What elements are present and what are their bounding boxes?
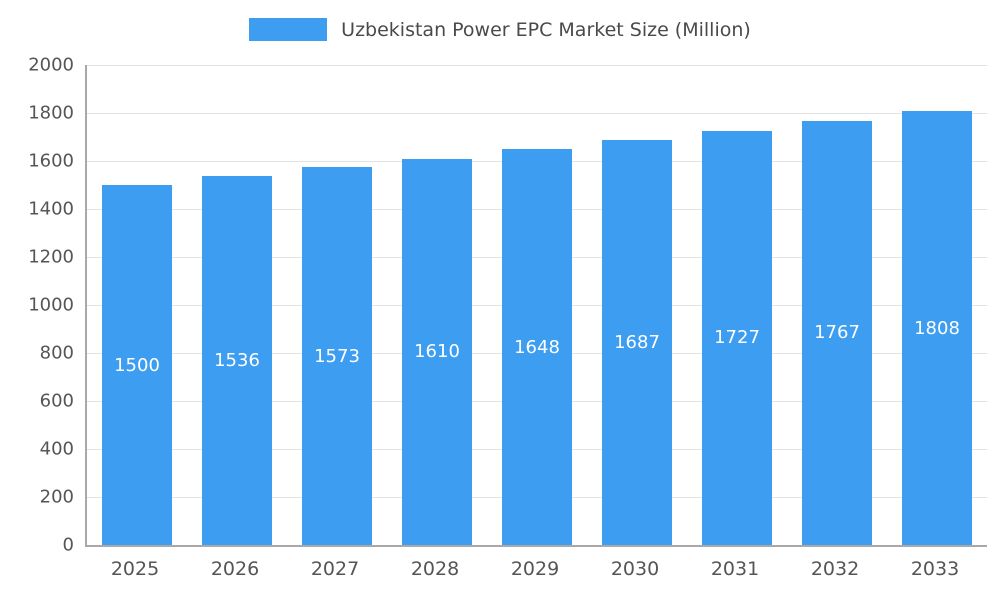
y-tick-label: 200 — [39, 486, 74, 508]
bar-2030[interactable]: 1687 — [602, 140, 672, 545]
x-tick-label-2029: 2029 — [510, 558, 560, 580]
bar-value-label: 1727 — [714, 327, 760, 349]
x-tick-label-2026: 2026 — [210, 558, 260, 580]
legend-label: Uzbekistan Power EPC Market Size (Millio… — [341, 18, 751, 41]
bar-value-label: 1767 — [814, 322, 860, 344]
x-tick-label-2031: 2031 — [710, 558, 760, 580]
x-tick-label-2027: 2027 — [310, 558, 360, 580]
bar-value-label: 1500 — [114, 354, 160, 376]
y-tick-label: 1200 — [28, 246, 74, 268]
gridline — [87, 65, 987, 66]
x-tick-label-2025: 2025 — [110, 558, 160, 580]
bar-value-label: 1648 — [514, 336, 560, 358]
bar-value-label: 1808 — [914, 317, 960, 339]
legend-swatch[interactable] — [249, 18, 328, 41]
bar-2031[interactable]: 1727 — [702, 130, 772, 545]
bar-2027[interactable]: 1573 — [302, 167, 372, 545]
y-tick-label: 1800 — [28, 102, 74, 124]
y-tick-label: 0 — [62, 534, 74, 556]
bar-value-label: 1536 — [214, 350, 260, 372]
bar-2033[interactable]: 1808 — [902, 111, 972, 545]
x-tick-label-2033: 2033 — [910, 558, 960, 580]
y-axis: 0 200 400 600 800 1000 1200 1400 1600 1800 2000 — [0, 55, 74, 556]
y-tick-label: 1400 — [28, 198, 74, 220]
bar-2032[interactable]: 1767 — [802, 120, 872, 545]
bar-value-label: 1687 — [614, 332, 660, 354]
bar-value-label: 1610 — [414, 341, 460, 363]
bar-value-label: 1573 — [314, 345, 360, 367]
y-tick-label: 600 — [39, 390, 74, 412]
x-tick-label-2032: 2032 — [810, 558, 860, 580]
bar-2026[interactable]: 1536 — [202, 176, 272, 545]
y-tick-label: 1000 — [28, 294, 74, 316]
legend: Uzbekistan Power EPC Market Size (Millio… — [0, 18, 1000, 41]
y-tick-label: 1600 — [28, 150, 74, 172]
x-tick-label-2030: 2030 — [610, 558, 660, 580]
gridline — [87, 113, 987, 114]
y-tick-label: 2000 — [28, 54, 74, 76]
bar-2028[interactable]: 1610 — [402, 158, 472, 545]
x-axis: 2025 2026 2027 2028 2029 2030 2031 2032 2033 — [85, 558, 985, 588]
bar-2029[interactable]: 1648 — [502, 149, 572, 545]
plot-area: 1500 1536 1573 1610 1648 1687 1727 1767 1808 — [85, 65, 987, 547]
y-tick-label: 400 — [39, 438, 74, 460]
bar-2025[interactable]: 1500 — [102, 185, 172, 545]
x-tick-label-2028: 2028 — [410, 558, 460, 580]
y-tick-label: 800 — [39, 342, 74, 364]
